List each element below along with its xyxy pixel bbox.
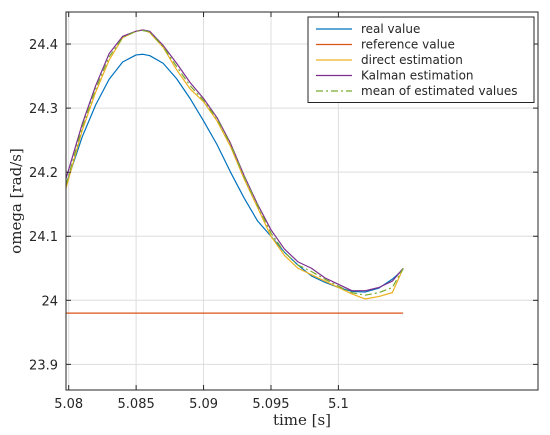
legend-entry-label: reference value	[361, 38, 455, 52]
y-axis-ticks: 23.9 24 24.1 24.2 24.3 24.4	[29, 38, 538, 373]
x-axis-ticks: 5.08 5.085 5.09 5.095 5.1	[54, 12, 349, 412]
y-tick-label: 24.3	[29, 102, 58, 117]
legend-entry-label: direct estimation	[361, 53, 463, 67]
y-axis-label: omega [rad/s]	[7, 148, 25, 254]
y-tick-label: 23.9	[29, 358, 58, 373]
y-tick-label: 24	[41, 294, 58, 309]
series-line-4	[65, 29, 404, 296]
x-axis-label: time [s]	[273, 411, 331, 429]
x-tick-label: 5.095	[252, 397, 289, 412]
y-tick-label: 24.1	[29, 230, 58, 245]
series-line-2	[65, 29, 404, 300]
series-lines	[65, 29, 404, 300]
x-tick-label: 5.08	[54, 397, 83, 412]
y-tick-label: 24.2	[29, 166, 58, 181]
y-tick-label: 24.4	[29, 38, 58, 53]
legend-entry-label: Kalman estimation	[361, 69, 474, 83]
x-tick-label: 5.085	[118, 397, 155, 412]
x-tick-label: 5.1	[328, 397, 349, 412]
x-tick-label: 5.09	[189, 397, 218, 412]
legend-entry-label: real value	[361, 22, 420, 36]
legend-entry-label: mean of estimated values	[361, 84, 518, 98]
plot-frame	[65, 11, 539, 391]
